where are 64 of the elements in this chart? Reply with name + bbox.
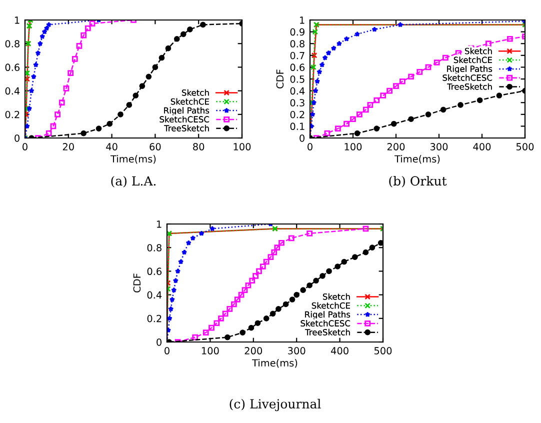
y-tick-label: 0.5	[290, 75, 304, 83]
y-tick-label: 0	[156, 338, 162, 346]
x-tick-label: 20	[62, 143, 74, 150]
x-tick-label: 0	[308, 143, 312, 150]
y-axis-title: CDF	[133, 274, 141, 292]
y-tick-label: 0.4	[5, 87, 20, 95]
x-tick-label: 100	[344, 143, 362, 150]
x-tick-label: 500	[374, 347, 392, 354]
y-tick-label: 0.6	[290, 64, 305, 72]
y-tick-label: 0.2	[147, 314, 162, 322]
x-tick-label: 300	[430, 143, 448, 150]
x-axis-title: Time(ms)	[394, 155, 440, 164]
y-tick-label: 0.8	[290, 40, 304, 48]
legend-label: SketchCESC	[160, 116, 210, 122]
text: (a) L.A.	[111, 176, 156, 188]
y-tick-label: 1	[157, 220, 162, 228]
legend-label: Sketch	[322, 293, 350, 300]
x-tick-label: 200	[244, 347, 262, 354]
legend-label: SketchCE	[170, 98, 209, 105]
y-axis-title: CDF	[276, 70, 284, 88]
y-tick-label: 0.3	[290, 99, 304, 106]
x-tick-label: 0	[164, 347, 170, 354]
legend-label: SketchCE	[312, 302, 350, 309]
legend-label: TreeSketch	[447, 83, 492, 90]
x-axis-title: Time(ms)	[252, 359, 298, 368]
y-tick-label: 1	[15, 16, 20, 24]
legend-label: TreeSketch	[305, 328, 350, 336]
legend-label: SketchCE	[454, 56, 492, 64]
y-tick-label: 0.9	[290, 28, 304, 36]
text: (c) Livejournal	[230, 398, 321, 412]
text: (b) Orkut	[389, 176, 447, 188]
y-tick-label: 0.7	[290, 52, 304, 60]
legend-label: Rigel Paths	[164, 107, 210, 116]
y-tick-label: 0.6	[147, 268, 162, 276]
legend-label: Rigel Paths	[305, 311, 350, 320]
legend-label: SketchCESC	[442, 74, 492, 81]
legend-label: Rigel Paths	[447, 66, 492, 74]
y-tick-label: 0.4	[147, 291, 162, 299]
y-tick-label: 0.2	[5, 110, 20, 118]
x-tick-label: 100	[234, 143, 251, 150]
y-tick-label: 0.8	[5, 40, 20, 48]
legend-label: SketchCESC	[300, 320, 350, 326]
y-tick-label: 1	[300, 16, 304, 24]
x-tick-label: 400	[330, 347, 348, 354]
y-tick-label: 0.1	[290, 122, 304, 130]
y-tick-label: 0.8	[147, 244, 162, 252]
legend-label: TreeSketch	[164, 124, 209, 132]
legend-label: Sketch	[464, 48, 492, 54]
x-tick-label: 80	[193, 143, 204, 150]
x-tick-label: 200	[387, 143, 405, 150]
x-tick-label: 100	[202, 347, 219, 354]
y-tick-label: 0	[14, 134, 20, 142]
x-tick-label: 0	[22, 143, 28, 150]
x-axis-title: Time(ms)	[110, 155, 156, 164]
x-tick-label: 60	[150, 143, 161, 150]
legend-label: Sketch	[182, 89, 209, 96]
y-tick-label: 0.6	[5, 64, 20, 72]
x-tick-label: 40	[106, 143, 118, 150]
y-tick-label: 0	[300, 134, 304, 142]
y-tick-label: 0.2	[290, 110, 304, 118]
x-tick-label: 400	[473, 143, 491, 150]
y-tick-label: 0.4	[290, 87, 305, 95]
x-tick-label: 300	[288, 347, 306, 354]
x-tick-label: 500	[516, 143, 534, 150]
